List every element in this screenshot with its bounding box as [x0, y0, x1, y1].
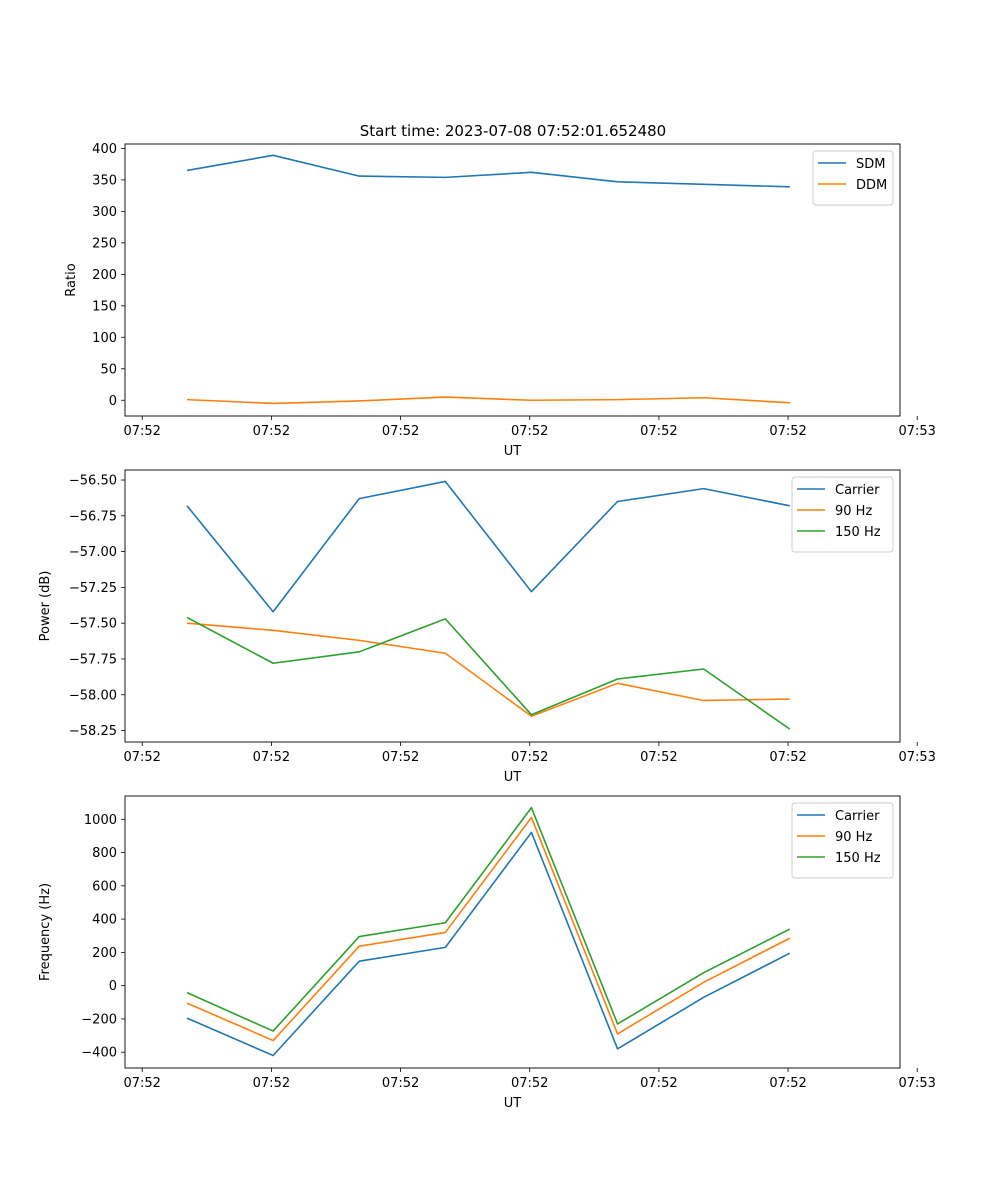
series-group: [186, 480, 791, 730]
y-tick-label: 1000: [84, 813, 117, 828]
y-tick-label: 50: [100, 362, 117, 377]
series-group: [186, 154, 790, 405]
y-tick-label: 250: [92, 236, 117, 251]
chart-frequency: 07:52 07:52 07:52 07:52 07:52 07:52 07:53 −400 −…: [38, 795, 936, 1111]
x-tick-label: 07:52: [253, 750, 290, 765]
series-line-ddm: [186, 396, 790, 405]
y-tick-label: −57.00: [69, 545, 117, 560]
x-tick-label: 07:52: [640, 1076, 677, 1091]
chart-power: 07:52 07:52 07:52 07:52 07:52 07:52 07:53 −56.5…: [38, 469, 936, 785]
y-tick-label: 150: [92, 299, 117, 314]
y-tick-label: 200: [92, 268, 117, 283]
x-tick-label: 07:52: [123, 1076, 160, 1091]
y-axis-label: Power (dB): [38, 571, 53, 642]
x-tick-label: 07:52: [769, 424, 806, 439]
subplots: 07:52 07:52 07:52 07:52 07:52 07:52 07:53 0 50 10…: [38, 142, 936, 1111]
legend-label: Carrier: [835, 483, 880, 498]
y-tick-label: 800: [92, 846, 117, 861]
x-tick-label: 07:52: [640, 750, 677, 765]
legend-label: 90 Hz: [835, 504, 872, 519]
axes-frame: [124, 143, 901, 417]
y-tick-label: −400: [81, 1046, 117, 1061]
legend-box: [791, 802, 894, 879]
y-tick-label: 300: [92, 205, 117, 220]
x-tick-label: 07:52: [511, 424, 548, 439]
legend-label: Carrier: [835, 809, 880, 824]
legend-label: 150 Hz: [835, 851, 881, 866]
y-tick-label: −200: [81, 1012, 117, 1027]
figure-title: Start time: 2023-07-08 07:52:01.652480: [360, 122, 666, 140]
x-tick-label: 07:52: [253, 1076, 290, 1091]
y-tick-label: −56.50: [69, 474, 117, 489]
series-line-150-hz: [186, 616, 791, 730]
x-tick-label: 07:53: [898, 750, 935, 765]
legend-box: [812, 150, 894, 206]
x-axis-label: UT: [504, 444, 522, 459]
y-tick-label: −57.75: [69, 652, 117, 667]
x-tick-label: 07:52: [769, 1076, 806, 1091]
legend: Carrier 90 Hz 150 Hz: [791, 476, 894, 553]
y-tick-label: 100: [92, 331, 117, 346]
series-line-90-hz: [186, 816, 791, 1042]
legend-label: 90 Hz: [835, 830, 872, 845]
x-tick-label: 07:52: [382, 424, 419, 439]
series-line-150-hz: [186, 806, 791, 1032]
y-tick-label: −57.25: [69, 581, 117, 596]
x-tick-label: 07:53: [898, 1076, 935, 1091]
legend-label: DDM: [856, 178, 887, 193]
x-axis-label: UT: [504, 770, 522, 785]
x-tick-label: 07:52: [123, 424, 160, 439]
legend-box: [791, 476, 894, 553]
y-axis-label: Frequency (Hz): [38, 883, 53, 981]
x-tick-label: 07:52: [123, 750, 160, 765]
y-tick-label: 400: [92, 142, 117, 157]
chart-ratio: 07:52 07:52 07:52 07:52 07:52 07:52 07:53 0 50 10…: [64, 142, 936, 459]
series-group: [186, 806, 791, 1057]
x-tick-label: 07:52: [640, 424, 677, 439]
x-tick-label: 07:52: [511, 1076, 548, 1091]
series-line-90-hz: [186, 622, 790, 718]
y-axis-label: Ratio: [64, 263, 79, 296]
series-line-carrier: [186, 831, 791, 1057]
series-line-carrier: [186, 480, 790, 613]
y-tick-label: 0: [109, 394, 117, 409]
y-tick-label: 0: [109, 979, 117, 994]
y-tick-label: −58.25: [69, 724, 117, 739]
axes-frame: [124, 795, 901, 1069]
axes-frame: [124, 469, 901, 743]
x-tick-label: 07:52: [511, 750, 548, 765]
x-tick-label: 07:52: [769, 750, 806, 765]
legend: Carrier 90 Hz 150 Hz: [791, 802, 894, 879]
x-tick-label: 07:52: [382, 750, 419, 765]
y-tick-label: 200: [92, 946, 117, 961]
y-tick-label: 400: [92, 913, 117, 928]
series-line-sdm: [186, 154, 790, 188]
y-tick-label: 600: [92, 879, 117, 894]
y-tick-label: −56.75: [69, 509, 117, 524]
y-tick-label: −57.50: [69, 617, 117, 632]
legend: SDM DDM: [812, 150, 894, 206]
x-tick-label: 07:53: [898, 424, 935, 439]
legend-label: 150 Hz: [835, 525, 881, 540]
x-tick-label: 07:52: [382, 1076, 419, 1091]
x-axis-label: UT: [504, 1096, 522, 1111]
legend-label: SDM: [856, 157, 885, 172]
y-tick-label: 350: [92, 173, 117, 188]
y-tick-label: −58.00: [69, 688, 117, 703]
x-tick-label: 07:52: [253, 424, 290, 439]
